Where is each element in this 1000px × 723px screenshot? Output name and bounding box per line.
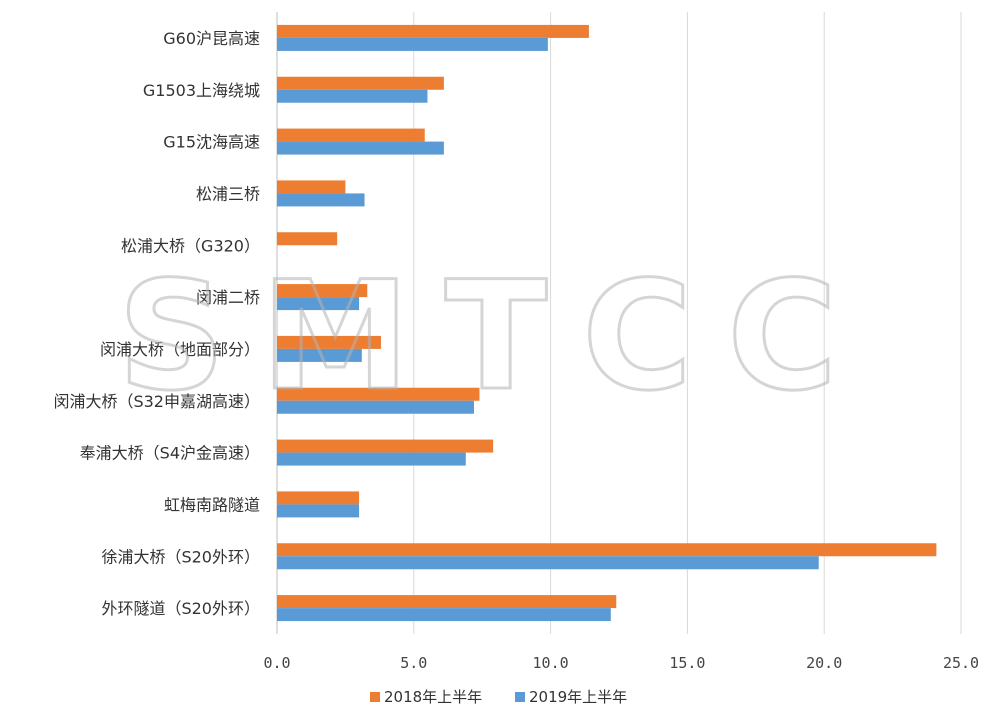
- category-label: G1503上海绕城: [143, 81, 260, 100]
- watermark: SMTCC: [118, 250, 873, 424]
- category-label: 闵浦二桥: [196, 288, 260, 307]
- legend-swatch: [370, 692, 380, 702]
- category-label: G15沈海高速: [163, 133, 260, 152]
- bar-series-2019: [277, 348, 362, 362]
- legend: 2018年上半年 2019年上半年: [370, 688, 627, 706]
- category-label: G60沪昆高速: [163, 29, 260, 48]
- bar-series-2019: [277, 89, 428, 103]
- bar-series-2019: [277, 37, 548, 51]
- x-tick-labels: 0.0 5.0 10.0 15.0 20.0 25.0: [263, 654, 979, 672]
- bar-series-2019: [277, 297, 360, 311]
- bar-series-2018: [277, 76, 444, 90]
- bar-series-2018: [277, 24, 589, 38]
- category-label: 松浦大桥（G320）: [121, 236, 260, 255]
- x-tick-label: 20.0: [806, 654, 842, 672]
- x-tick-label: 10.0: [533, 654, 569, 672]
- bar-series-2018: [277, 387, 480, 401]
- bar-series-2018: [277, 284, 368, 298]
- category-label: 闵浦大桥（地面部分）: [100, 340, 260, 359]
- x-tick-label: 0.0: [263, 654, 290, 672]
- bar-series-2019: [277, 141, 444, 155]
- x-tick-label: 15.0: [669, 654, 705, 672]
- category-label: 松浦三桥: [196, 184, 260, 203]
- category-label: 奉浦大桥（S4沪金高速）: [80, 444, 260, 463]
- bar-series-2019: [277, 400, 474, 414]
- category-label: 外环隧道（S20外环）: [101, 599, 260, 618]
- grid-lines: [276, 12, 962, 634]
- x-tick-label: 25.0: [943, 654, 979, 672]
- bar-series-2018: [277, 180, 346, 194]
- category-label: 虹梅南路隧道: [164, 495, 260, 514]
- bar-series-2019: [277, 504, 360, 518]
- bar-series-2019: [277, 452, 466, 466]
- category-label: 徐浦大桥（S20外环）: [101, 547, 260, 566]
- bar-series-2018: [277, 232, 338, 246]
- legend-label: 2019年上半年: [529, 688, 627, 706]
- bar-series-2018: [277, 491, 360, 505]
- bar-series-2019: [277, 193, 365, 207]
- bar-series-2018: [277, 543, 937, 557]
- bars: [277, 24, 937, 622]
- category-label: 闵浦大桥（S32申嘉湖高速）: [53, 392, 260, 411]
- bar-series-2018: [277, 128, 425, 142]
- bar-series-2019: [277, 556, 819, 570]
- bar-series-2018: [277, 595, 617, 609]
- bar-series-2018: [277, 335, 381, 349]
- bar-series-2018: [277, 439, 494, 453]
- legend-label: 2018年上半年: [384, 688, 482, 706]
- x-tick-label: 5.0: [400, 654, 427, 672]
- legend-swatch: [515, 692, 525, 702]
- bar-series-2019: [277, 608, 611, 622]
